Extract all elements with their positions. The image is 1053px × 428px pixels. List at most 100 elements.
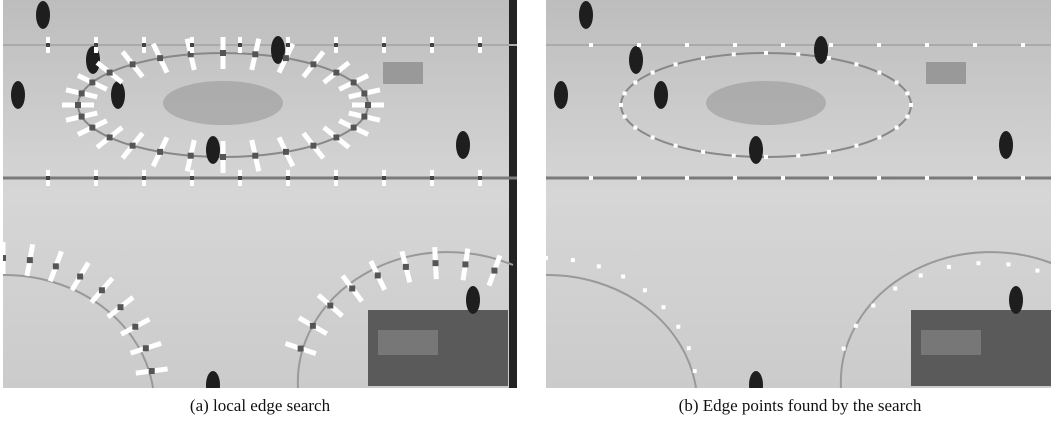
center-logo	[163, 81, 283, 125]
edge-hit	[79, 114, 85, 120]
page: (a) local edge search (b) Edge points fo…	[0, 0, 1053, 428]
edge-point	[877, 135, 881, 139]
player	[111, 81, 125, 109]
edge-point	[877, 43, 881, 47]
edge-hit	[75, 102, 81, 108]
edge-point	[895, 80, 899, 84]
edge-point	[643, 288, 647, 292]
edge-point	[877, 176, 881, 180]
edge-point	[633, 126, 637, 130]
edge-point	[925, 43, 929, 47]
edge-point	[871, 304, 875, 308]
edge-hit	[333, 70, 339, 76]
edge-hit	[298, 346, 304, 352]
edge-hit	[430, 176, 434, 180]
edge-hit	[238, 43, 242, 47]
caption: (b) Edge points found by the search	[540, 396, 1053, 416]
edge-point	[877, 71, 881, 75]
edge-point	[764, 51, 768, 55]
edge-point	[905, 91, 909, 95]
edge-hit	[157, 55, 163, 61]
edge-hit	[478, 43, 482, 47]
edge-point	[1021, 43, 1025, 47]
edge-point	[1006, 262, 1010, 266]
edge-point	[589, 43, 593, 47]
caption: (a) local edge search	[0, 396, 520, 416]
edge-hit	[334, 43, 338, 47]
edge-point	[733, 176, 737, 180]
edge-hit	[327, 303, 333, 309]
player	[36, 1, 50, 29]
player	[554, 81, 568, 109]
edge-hit	[107, 134, 113, 140]
edge-point	[732, 154, 736, 158]
edge-point	[623, 91, 627, 95]
edge-point	[633, 80, 637, 84]
edge-hit	[79, 90, 85, 96]
edge-hit	[157, 149, 163, 155]
edge-hit	[491, 268, 497, 274]
player	[999, 131, 1013, 159]
edge-point	[973, 43, 977, 47]
edge-point	[893, 286, 897, 290]
edge-shadow	[509, 0, 517, 388]
edge-point	[637, 43, 641, 47]
edge-point	[619, 103, 623, 107]
edge-point	[701, 56, 705, 60]
edge-hit	[46, 43, 50, 47]
edge-point	[829, 176, 833, 180]
edge-point	[854, 144, 858, 148]
edge-point	[1035, 269, 1039, 273]
edge-point	[701, 150, 705, 154]
edge-point	[637, 176, 641, 180]
edge-point	[589, 176, 593, 180]
edge-hit	[252, 51, 258, 57]
edge-hit	[430, 43, 434, 47]
edge-hit	[382, 176, 386, 180]
edge-hit	[142, 43, 146, 47]
edge-hit	[403, 264, 409, 270]
edge-point	[829, 43, 833, 47]
player	[629, 46, 643, 74]
edge-hit	[283, 149, 289, 155]
edge-hit	[334, 176, 338, 180]
edge-point	[854, 324, 858, 328]
edge-hit	[130, 143, 136, 149]
edge-hit	[351, 125, 357, 131]
image-edge-points	[546, 0, 1051, 388]
edge-hit	[142, 176, 146, 180]
edge-point	[947, 265, 951, 269]
edge-hit	[375, 272, 381, 278]
edge-point	[781, 43, 785, 47]
edge-hit	[310, 323, 316, 329]
edge-point	[685, 176, 689, 180]
edge-hit	[99, 287, 105, 293]
player	[206, 136, 220, 164]
scoreboard-display	[378, 330, 438, 355]
edge-hit	[361, 114, 367, 120]
edge-hit	[361, 90, 367, 96]
edge-hit	[149, 368, 155, 374]
edge-hit	[188, 153, 194, 159]
edge-hit	[310, 143, 316, 149]
edge-hit	[190, 43, 194, 47]
edge-hit	[77, 273, 83, 279]
edge-point	[687, 346, 691, 350]
edge-hit	[190, 176, 194, 180]
edge-point	[674, 62, 678, 66]
edge-point	[571, 258, 575, 262]
player	[814, 36, 828, 64]
edge-point	[621, 274, 625, 278]
edge-point	[854, 62, 858, 66]
edge-point	[651, 135, 655, 139]
player	[579, 1, 593, 29]
edge-hit	[286, 176, 290, 180]
edge-point	[919, 273, 923, 277]
edge-point	[925, 176, 929, 180]
edge-hit	[107, 70, 113, 76]
edge-hit	[94, 176, 98, 180]
edge-hit	[365, 102, 371, 108]
edge-point	[661, 305, 665, 309]
edge-hit	[3, 255, 6, 261]
player	[749, 136, 763, 164]
